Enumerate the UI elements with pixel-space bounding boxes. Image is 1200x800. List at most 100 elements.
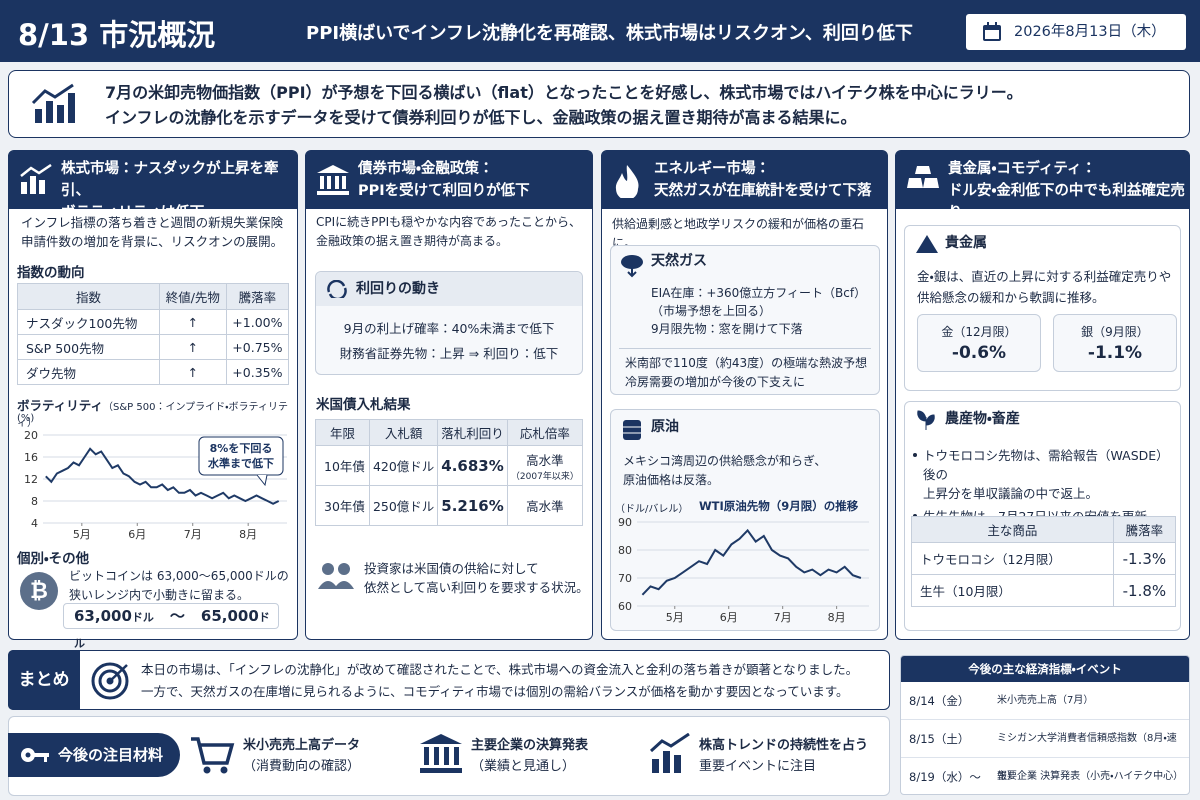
header-cell: 年限 [315,419,370,446]
y-tick-label: 20 [24,429,38,442]
header-cell: 入札額 [368,419,439,446]
text-line: 金・銀は、直近の上昇に対する利益確定売りや [917,269,1172,284]
item-title: 主要企業の決算発表 [471,738,589,753]
range-high: 65,000 [200,607,259,625]
cell-text: ↑ [187,339,199,355]
text-line: インフレ指標の落ち着きと週間の新規失業保険 [21,215,284,230]
table: 指数 終値/先物 騰落率 ナスダック100先物 ↑ +1.00% S&P 500先物 ↑ +0.… [17,283,290,385]
chart-icon [649,733,690,773]
event-name: ミシガン大学消費者信頼感指数（8月・速報） [997,733,1177,782]
gold-icon [907,166,939,188]
intro-text: 7月の米卸売物価指数（PPI）が予想を下回る横ばい（flat）となったことを好感… [105,80,1023,130]
header-row: 年限 入札額 落札利回り 応札倍率 [315,419,584,446]
table-cell: トウモロコシ（12月限） [911,542,1114,575]
yield-lines: 9月の利上げ確率：40%未満まで低下 財務省証券先物：上昇 ⇒ 利回り：低下 [316,316,582,366]
range-low: 63,000 [74,607,132,625]
y-tick-label: 60 [618,600,632,613]
text-line: 申請件数の増加を背景に、リスクオンの展開。 [21,234,284,249]
y-axis-label: (%) [17,413,35,424]
text-line: 9月限先物：窓を開けて下落 [651,322,803,336]
cell-text: S&P 500先物 [26,340,105,356]
table-cell: 4.683% [437,445,508,486]
cart-icon [191,737,235,774]
events-rows: 8/14（金） 米小売売上高（7月） 8/15（土） ミシガン大学消費者信頼感指数（8… [901,682,1189,794]
text-line: 狭いレンジ内で小動きに留まる。 [69,588,250,602]
natgas-box: 天然ガス EIA在庫：+360億立方フィート（Bcf） （市場予想を上回る） 9月限… [610,245,880,395]
item-title: 米小売売上高データ [243,738,361,753]
item-sub: 重要イベントに注目 [699,759,817,774]
table: 主な商品 騰落率トウモロコシ（12月限） -1.3% 生牛（10月限） -1.8% [911,516,1177,607]
cell-text: ↑ [187,314,199,330]
agri-heading: 農産物・畜産 [945,411,1020,427]
card-value: -0.6% [951,343,1007,363]
cell-text: 高水準 [526,499,564,514]
stocks-icon [20,164,52,194]
cell-note: （2007年以来） [510,471,579,482]
text-line: 貴金属・コモディティ： [948,161,1097,177]
table-cell: 30年債 [315,485,370,526]
table-cell: S&P 500先物 [17,334,160,360]
range-sep: 〜 [169,607,185,625]
flame-icon [615,165,639,198]
cell-text: +1.00% [232,314,283,330]
key-icon [21,748,49,762]
natgas-note: 米南部で110度（約43度）の極端な熱波予想 冷房需要の増加が今後の下支えに [625,354,867,392]
oil-chart: 60 70 80 90 5月 6月 7月 8月 [618,516,869,624]
y-tick-label: 70 [618,572,632,585]
text-line: 債券市場・金融政策： [358,161,494,177]
table-cell: 生牛（10月限） [911,574,1114,607]
agri-box: 農産物・畜産 トウモロコシ先物は、需給報告（WASDE）後の 上昇分を単収議論の中… [904,401,1181,631]
yield-heading: 利回りの動き [316,272,582,306]
cycle-icon [327,280,347,298]
header-cell: 主な商品 [911,516,1114,543]
header-row: 主な商品 騰落率 [911,516,1177,543]
oil-text: メキシコ湾周辺の供給懸念が和らぎ、 原油価格は反落。 [623,452,826,490]
stocks-text: インフレ指標の落ち着きと週間の新規失業保険 申請件数の増加を背景に、リスクオンの展… [21,213,283,251]
separator [619,348,871,349]
intro: 7月の米卸売物価指数（PPI）が予想を下回る横ばい（flat）となったことを好感… [8,70,1190,138]
text-line: インフレの沈静化を示すデータを受けて債券利回りが低下し、金融政策の据え置き期待が… [105,108,857,127]
vol-subtitle: （S&P 500：インプライド・ボラティリティ） [17,402,288,429]
section-heading: 個別・その他 [17,551,90,567]
event-name: 米小売売上高（7月） [997,695,1094,706]
bullet: トウモロコシ先物は、需給報告（WASDE）後の 上昇分を単収議論の中で返上。 [911,446,1179,503]
header-cell: 騰落率 [1112,516,1177,543]
cell-text: ダウ先物 [26,365,77,381]
text-line: 天然ガスが在庫統計を受けて下落 [654,183,872,199]
precious-box: 貴金属 金・銀は、直近の上昇に対する利益確定売りや 供給懸念の緩和から軟調に推移。… [904,225,1181,391]
event-date: 8/19（水）〜 [909,770,981,784]
table-cell: +0.35% [225,359,290,385]
header-cell: 騰落率 [225,283,290,310]
cell-text: -1.3% [1122,549,1167,568]
bonds-panel: 債券市場・金融政策： PPIを受けて利回りが低下 CPIに続きPPIも穏やかな内容… [305,150,593,640]
bullet-dot [913,453,917,457]
text-line: 冷房需要の増加が今後の下支えに [625,375,806,389]
card-label: 金（12月限） [941,325,1017,339]
table-cell: ダウ先物 [17,359,160,385]
price-card: 銀（9月限） -1.1% [1053,314,1177,372]
text-line: ボラティリティは低下 [61,205,205,221]
text-line: 本日の市場は、「インフレの沈静化」が改めて確認されたことで、株式市場への資金流入… [141,662,859,677]
table-row: 生牛（10月限） -1.8% [911,574,1177,607]
price-cards: 金（12月限） -0.6% 銀（9月限） -1.1% [909,314,1179,374]
metals-title: 貴金属・コモディティ： ドル安・金利低下の中でも利益確定売り [896,151,1189,221]
table-row: S&P 500先物 ↑ +0.75% [17,334,290,360]
energy-panel: エネルギー市場： 天然ガスが在庫統計を受けて下落 供給過剰感と地政学リスクの緩和が… [601,150,888,640]
stocks-panel: 株式市場：ナスダックが上昇を牽引、 ボラティリティは低下 インフレ指標の落ち着きと… [8,150,298,650]
text-line: 供給懸念の緩和から軟調に推移。 [917,290,1105,305]
item-sub: （消費動向の確認） [243,759,361,774]
table-row: 10年債 420億ドル 4.683% 高水準 （2007年以来） [315,445,584,486]
item-sub: （業績と見通し） [471,759,576,774]
event-row: 8/19（水）〜 主要企業 決算発表（小売・ハイテク中心） [901,758,1189,794]
cell-text: トウモロコシ（12月限） [920,552,1061,567]
text-line: 米南部で110度（約43度）の極端な熱波予想 [625,356,868,370]
cell-text: -1.8% [1122,581,1167,600]
date: 2026年8月13日（木） [1014,24,1166,40]
text-line: CPIに続きPPIも穏やかな内容であったことから、 [316,215,582,229]
target-icon [91,662,129,700]
cell-text: 5.216% [441,496,504,515]
header-cell: 応札倍率 [506,419,584,446]
bank-icon [317,165,349,195]
watch-item: 株高トレンドの持続性を占う 重要イベントに注目 [699,735,868,777]
header-cell: 指数 [17,283,160,310]
